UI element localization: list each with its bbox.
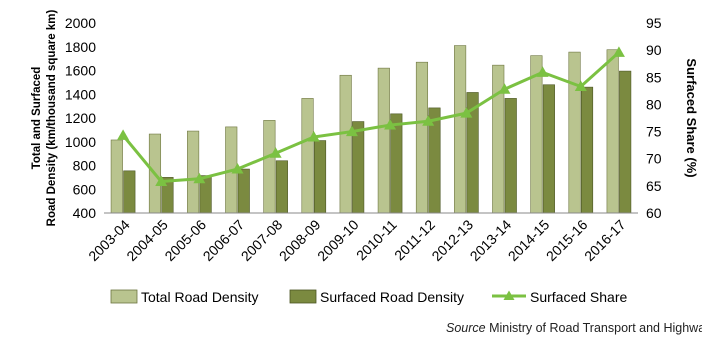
x-tick-label: 2006-07 <box>200 216 248 264</box>
legend-label-surfaced-road-density: Surfaced Road Density <box>320 289 464 305</box>
x-tick-label: 2014-15 <box>505 216 553 264</box>
legend-marker-surfaced-share <box>503 290 515 300</box>
bar-surfaced-road-density <box>275 160 288 214</box>
bar-total-road-density <box>301 98 314 214</box>
legend-swatch-total-road-density <box>110 289 138 304</box>
bar-total-road-density <box>568 51 581 214</box>
bar-surfaced-road-density <box>123 170 136 214</box>
x-tick-label: 2013-14 <box>467 216 515 264</box>
right-tick-label: 65 <box>646 178 662 194</box>
bar-surfaced-road-density <box>542 84 555 214</box>
bar-total-road-density <box>339 74 352 214</box>
surfaced-share-marker <box>460 107 473 118</box>
x-tick-label: 2007-08 <box>238 216 286 264</box>
legend-item-total-road-density: Total Road Density <box>110 289 259 305</box>
bar-surfaced-road-density <box>619 70 632 214</box>
x-tick-label: 2010-11 <box>353 216 400 263</box>
x-tick-label: 2005-06 <box>161 216 209 264</box>
right-axis-title: Surfaced Share (%) <box>684 58 699 177</box>
bar-total-road-density <box>530 55 543 214</box>
source-label: Source <box>446 321 486 335</box>
x-tick-label: 2004-05 <box>123 216 171 264</box>
left-tick-label: 1400 <box>65 86 96 102</box>
bar-total-road-density <box>110 139 123 214</box>
left-tick-label: 1600 <box>65 63 96 79</box>
bar-total-road-density <box>606 49 619 214</box>
x-tick-label: 2009-10 <box>314 216 362 264</box>
x-tick-label: 2008-09 <box>276 216 324 264</box>
surfaced-share-polyline <box>121 51 620 184</box>
surfaced-share-marker <box>574 80 587 92</box>
surfaced-share-marker <box>269 147 282 158</box>
surfaced-share-marker <box>345 125 358 137</box>
right-tick-label: 70 <box>646 151 662 167</box>
left-tick-label: 400 <box>73 205 97 221</box>
legend: Total Road Density Surfaced Road Density… <box>110 289 627 305</box>
surfaced-share-marker <box>384 119 397 130</box>
surfaced-share-marker <box>307 131 320 142</box>
left-tick-label: 1000 <box>65 134 96 150</box>
surfaced-share-marker <box>231 163 244 174</box>
legend-swatch-surfaced-road-density <box>289 289 317 304</box>
legend-label-total-road-density: Total Road Density <box>141 289 259 305</box>
bar-total-road-density <box>187 130 200 214</box>
left-axis-title: Total and Surfaced Road Density (km/thou… <box>31 10 58 227</box>
surfaced-share-marker <box>422 115 435 126</box>
surfaced-share-marker <box>612 46 625 57</box>
surfaced-share-marker <box>193 172 206 184</box>
left-axis-ticks: 400 600 800 1000 1200 1400 1600 1800 2000 <box>65 15 96 221</box>
bar-surfaced-road-density <box>237 168 250 214</box>
left-tick-label: 2000 <box>65 15 96 31</box>
bar-surfaced-road-density <box>580 86 594 214</box>
left-tick-label: 1200 <box>65 110 96 126</box>
right-tick-label: 75 <box>646 124 662 140</box>
right-tick-label: 85 <box>646 69 662 85</box>
surfaced-share-marker <box>536 66 549 77</box>
bar-total-road-density <box>415 61 429 214</box>
surfaced-share-marker <box>117 129 130 140</box>
bar-total-road-density <box>263 120 276 214</box>
right-tick-label: 80 <box>646 96 662 112</box>
bar-surfaced-road-density <box>313 140 327 214</box>
left-tick-label: 800 <box>73 158 97 174</box>
x-tick-label: 2016-17 <box>581 216 629 264</box>
bar-total-road-density <box>454 45 467 214</box>
x-tick-label: 2012-13 <box>428 216 476 264</box>
right-axis-ticks: 60 65 70 75 80 85 90 95 <box>646 15 662 221</box>
legend-label-surfaced-share: Surfaced Share <box>530 289 627 305</box>
source-note: Source Ministry of Road Transport and Hi… <box>446 321 702 335</box>
right-tick-label: 60 <box>646 205 662 221</box>
bar-total-road-density <box>377 67 390 214</box>
x-tick-label: 2003-04 <box>85 216 133 264</box>
source-text: Ministry of Road Transport and Highwa <box>485 321 702 335</box>
x-tick-label: 2015-16 <box>543 216 591 264</box>
left-axis-title-line-1: Total and Surfaced <box>31 67 43 170</box>
left-axis-title-line-2: Road Density (km/thousand square km) <box>46 10 58 227</box>
right-tick-label: 90 <box>646 42 662 58</box>
legend-item-surfaced-road-density: Surfaced Road Density <box>289 289 464 305</box>
x-axis-ticks: 2003-042004-052005-062006-072007-082008-… <box>85 216 629 264</box>
surfaced-share-line <box>117 46 625 187</box>
surfaced-share-marker <box>498 83 511 94</box>
legend-item-surfaced-share: Surfaced Share <box>492 289 627 305</box>
right-tick-label: 95 <box>646 15 662 31</box>
left-tick-label: 600 <box>73 181 97 197</box>
left-tick-label: 1800 <box>65 39 96 55</box>
bar-surfaced-road-density <box>504 98 517 214</box>
surfaced-share-marker <box>155 175 168 187</box>
